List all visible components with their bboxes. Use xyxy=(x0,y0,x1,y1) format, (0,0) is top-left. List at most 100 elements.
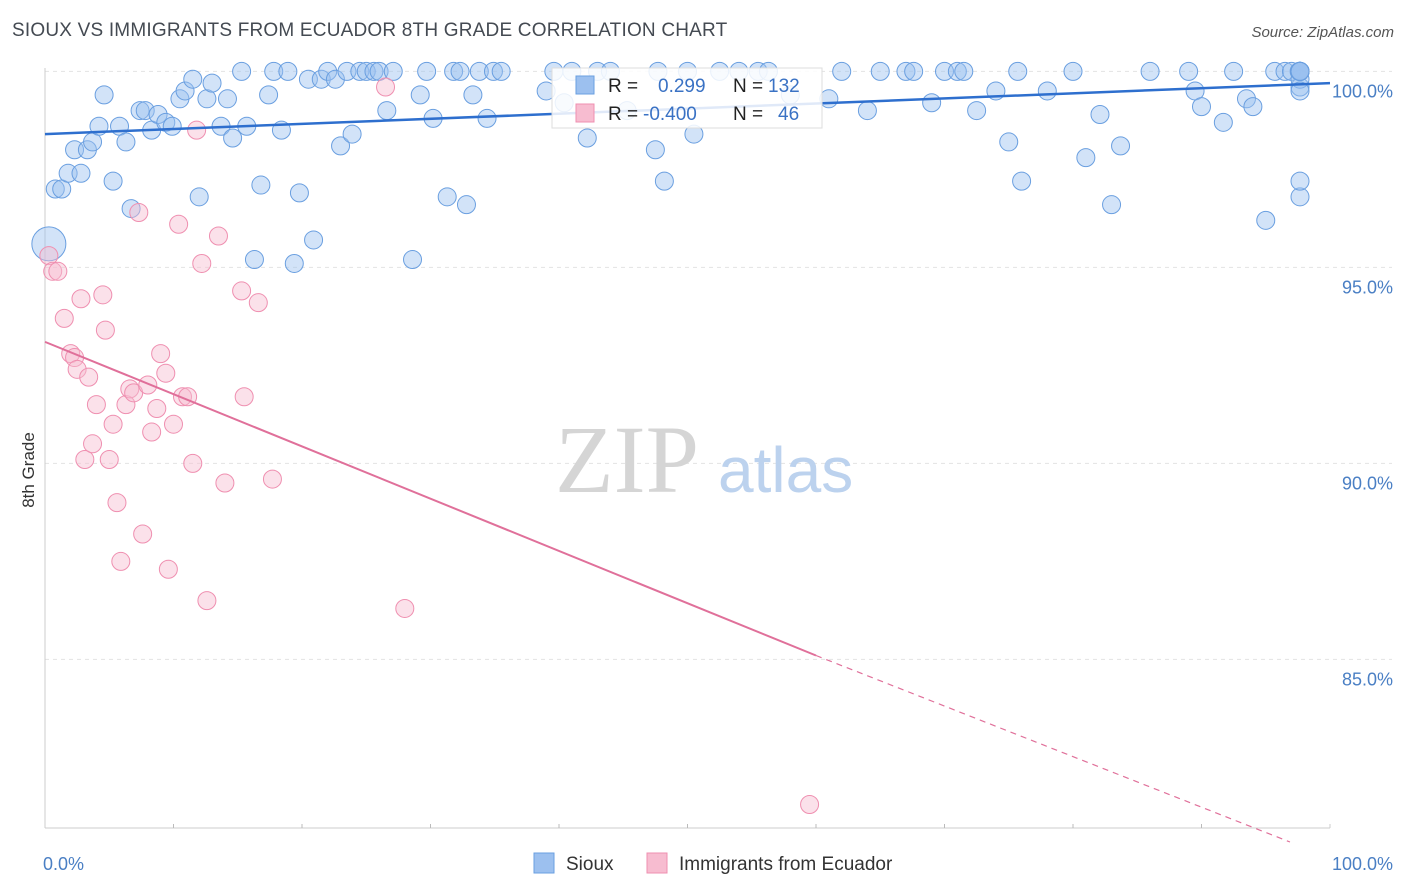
point-ecuador xyxy=(71,289,91,309)
point-sioux xyxy=(1290,81,1310,101)
point-sioux xyxy=(94,85,114,105)
point-sioux xyxy=(350,61,370,81)
point-sioux xyxy=(116,132,136,152)
point-sioux xyxy=(477,108,497,128)
point-ecuador xyxy=(187,120,207,140)
point-sioux xyxy=(444,61,464,81)
stats-swatch-ecuador xyxy=(575,103,595,123)
point-ecuador xyxy=(156,363,176,383)
point-sioux xyxy=(1265,61,1285,81)
legend: Sioux Immigrants from Ecuador xyxy=(533,852,893,875)
point-sioux xyxy=(1256,210,1276,230)
point-sioux xyxy=(1192,97,1211,117)
point-ecuador xyxy=(99,449,119,469)
point-sioux xyxy=(491,61,511,81)
point-ecuador xyxy=(248,293,268,313)
legend-swatch-ecuador xyxy=(646,852,668,874)
point-sioux xyxy=(232,61,252,81)
point-sioux xyxy=(1290,187,1310,207)
point-ecuador xyxy=(54,308,74,328)
point-sioux xyxy=(175,81,195,101)
point-sioux xyxy=(318,61,338,81)
point-sioux xyxy=(922,93,942,113)
point-sioux xyxy=(1102,195,1122,215)
point-ecuador xyxy=(158,559,178,579)
point-ecuador xyxy=(183,453,203,473)
point-sioux xyxy=(304,230,324,250)
stats-ecuador-r-value: -0.400 xyxy=(643,104,697,125)
point-sioux xyxy=(417,61,437,81)
point-sioux xyxy=(311,69,331,89)
point-sioux xyxy=(259,85,279,105)
point-sioux xyxy=(954,61,974,81)
point-sioux xyxy=(1179,61,1199,81)
point-sioux xyxy=(577,128,597,148)
series-ecuador xyxy=(39,77,820,814)
point-sioux xyxy=(71,163,91,183)
grid xyxy=(45,70,1392,660)
point-ecuador xyxy=(208,226,228,246)
point-sioux xyxy=(645,140,665,160)
point-sioux xyxy=(999,132,1019,152)
point-sioux xyxy=(103,171,123,191)
point-ecuador xyxy=(79,367,99,387)
point-sioux xyxy=(450,61,470,81)
point-ecuador xyxy=(75,449,95,469)
point-sioux xyxy=(1224,61,1244,81)
point-sioux xyxy=(331,136,351,156)
point-ecuador xyxy=(197,591,217,611)
point-ecuador xyxy=(129,202,149,222)
point-sioux xyxy=(1290,77,1310,97)
point-sioux xyxy=(1290,61,1310,81)
point-ecuador xyxy=(138,375,158,395)
point-sioux xyxy=(383,61,403,81)
point-ecuador xyxy=(800,794,820,814)
y-tick-label: 90.0% xyxy=(1342,473,1393,493)
point-sioux xyxy=(1213,112,1233,132)
point-ecuador xyxy=(43,261,63,281)
legend-swatch-sioux xyxy=(533,852,555,874)
point-ecuador xyxy=(192,253,212,273)
stats-ecuador-r-label: R = xyxy=(608,104,638,125)
axes xyxy=(44,68,1331,829)
point-sioux xyxy=(463,85,483,105)
point-sioux xyxy=(947,61,967,81)
point-sioux xyxy=(1140,61,1160,81)
point-ecuador xyxy=(147,399,167,419)
point-ecuador xyxy=(169,214,189,234)
stats-sioux-r-value: 0.299 xyxy=(658,76,706,97)
chart-title: SIOUX VS IMMIGRANTS FROM ECUADOR 8TH GRA… xyxy=(12,20,728,41)
point-sioux xyxy=(364,61,384,81)
stats-ecuador-n-value: 46 xyxy=(778,104,799,125)
point-ecuador xyxy=(133,524,153,544)
point-ecuador xyxy=(395,598,415,618)
point-sioux xyxy=(1111,136,1131,156)
point-sioux xyxy=(819,89,839,109)
point-ecuador xyxy=(95,320,115,340)
point-sioux xyxy=(217,89,237,109)
stats-sioux-n-label: N = xyxy=(733,76,763,97)
point-sioux xyxy=(1076,148,1096,168)
point-sioux xyxy=(1243,97,1263,117)
point-sioux xyxy=(483,61,503,81)
point-sioux xyxy=(1012,171,1032,191)
point-ecuador xyxy=(120,379,140,399)
stats-box: R = 0.299 N = 132 R = -0.400 N = 46 xyxy=(551,67,823,129)
point-ecuador xyxy=(232,281,252,301)
point-sioux xyxy=(1090,104,1110,124)
point-sioux xyxy=(437,187,457,207)
point-ecuador xyxy=(262,469,282,489)
watermark-atlas: atlas xyxy=(718,434,853,506)
point-sioux xyxy=(223,128,243,148)
legend-label-ecuador: Immigrants from Ecuador xyxy=(679,854,893,875)
point-sioux xyxy=(278,61,298,81)
point-sioux xyxy=(377,101,397,121)
tick-labels: 85.0% 90.0% 95.0% 100.0% 0.0% 100.0% xyxy=(43,81,1393,874)
point-sioux xyxy=(857,101,877,121)
point-ecuador xyxy=(67,359,87,379)
stats-swatch-sioux xyxy=(575,75,595,95)
point-sioux xyxy=(469,61,489,81)
source-credit: Source: ZipAtlas.com xyxy=(1251,24,1394,41)
point-ecuador xyxy=(142,422,162,442)
